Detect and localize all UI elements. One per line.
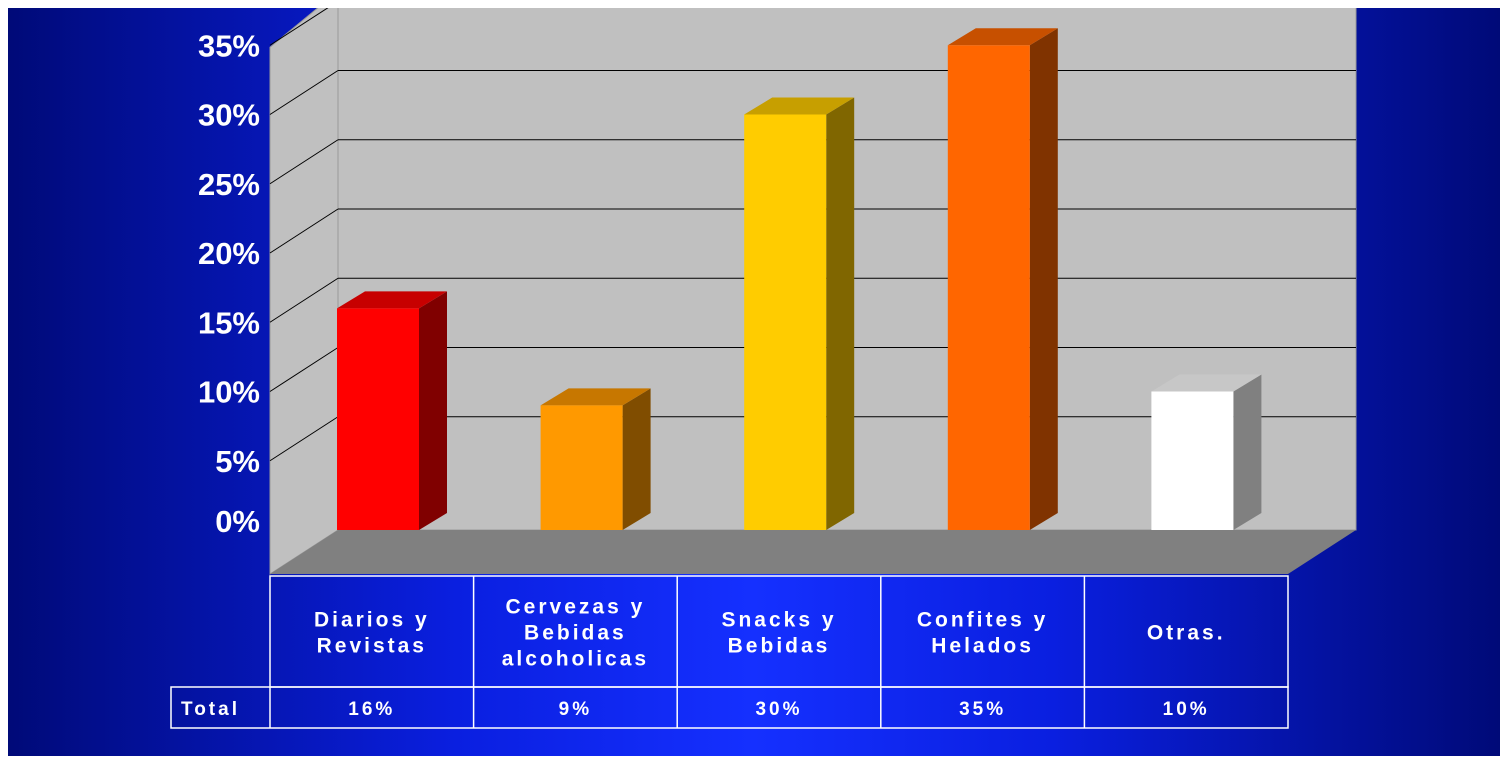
bar-side [1029, 28, 1058, 530]
category-label: Bebidas [524, 622, 627, 645]
gridline-side [269, 416, 339, 462]
value-label: 30% [755, 699, 802, 720]
y-tick-label: 20% [198, 236, 260, 271]
y-tick-label: 0% [215, 504, 260, 539]
category-label: Cervezas y [506, 596, 646, 619]
series-name-label: Total [181, 699, 240, 720]
gridline-side [269, 208, 339, 254]
bar [540, 405, 623, 530]
floor [270, 530, 1356, 574]
bar-top [947, 28, 1058, 46]
bar [337, 308, 419, 530]
bar-side [1233, 374, 1262, 530]
gridline-side [269, 347, 339, 392]
gridline-side [269, 277, 339, 323]
value-label: 9% [559, 699, 592, 720]
value-label: 16% [348, 699, 395, 720]
bar-side [419, 291, 447, 530]
y-tick-label: 30% [198, 98, 260, 133]
category-label: Snacks y [721, 609, 836, 632]
y-tick-label: 5% [215, 444, 260, 479]
y-tick-label: 15% [198, 305, 260, 340]
category-label: Confites y [917, 609, 1049, 632]
y-tick-label: 10% [198, 375, 260, 410]
value-label: 35% [959, 699, 1006, 720]
category-label: Diarios y [314, 609, 430, 632]
gridline-side [269, 139, 339, 185]
value-label: 10% [1163, 699, 1210, 720]
gridline-side [269, 8, 329, 46]
bar-side [622, 388, 651, 530]
category-label: Bebidas [728, 635, 831, 658]
bar-top [540, 388, 651, 406]
category-label: alcoholicas [502, 648, 649, 671]
y-tick-label: 35% [198, 28, 260, 63]
category-label: Helados [931, 635, 1034, 658]
chart-slide: 0% 5% 10% 15% 20% 25% 30% 35% Total Diarios y Revi… [8, 8, 1500, 756]
bar [947, 45, 1030, 530]
category-label: Otras. [1147, 622, 1226, 645]
bar-top [744, 97, 855, 115]
bar [744, 114, 827, 530]
table-category-row [269, 575, 1289, 688]
table-value-row [170, 686, 1289, 729]
bar-top [337, 291, 447, 309]
gridline-side [269, 70, 339, 115]
category-label: Revistas [317, 635, 427, 658]
bar [1151, 391, 1234, 530]
y-tick-label: 25% [198, 167, 260, 202]
bar-side [826, 97, 855, 530]
bar-top [1151, 374, 1262, 392]
bar-chart: 0% 5% 10% 15% 20% 25% 30% 35% Total Diarios y Revi… [170, 8, 1357, 729]
